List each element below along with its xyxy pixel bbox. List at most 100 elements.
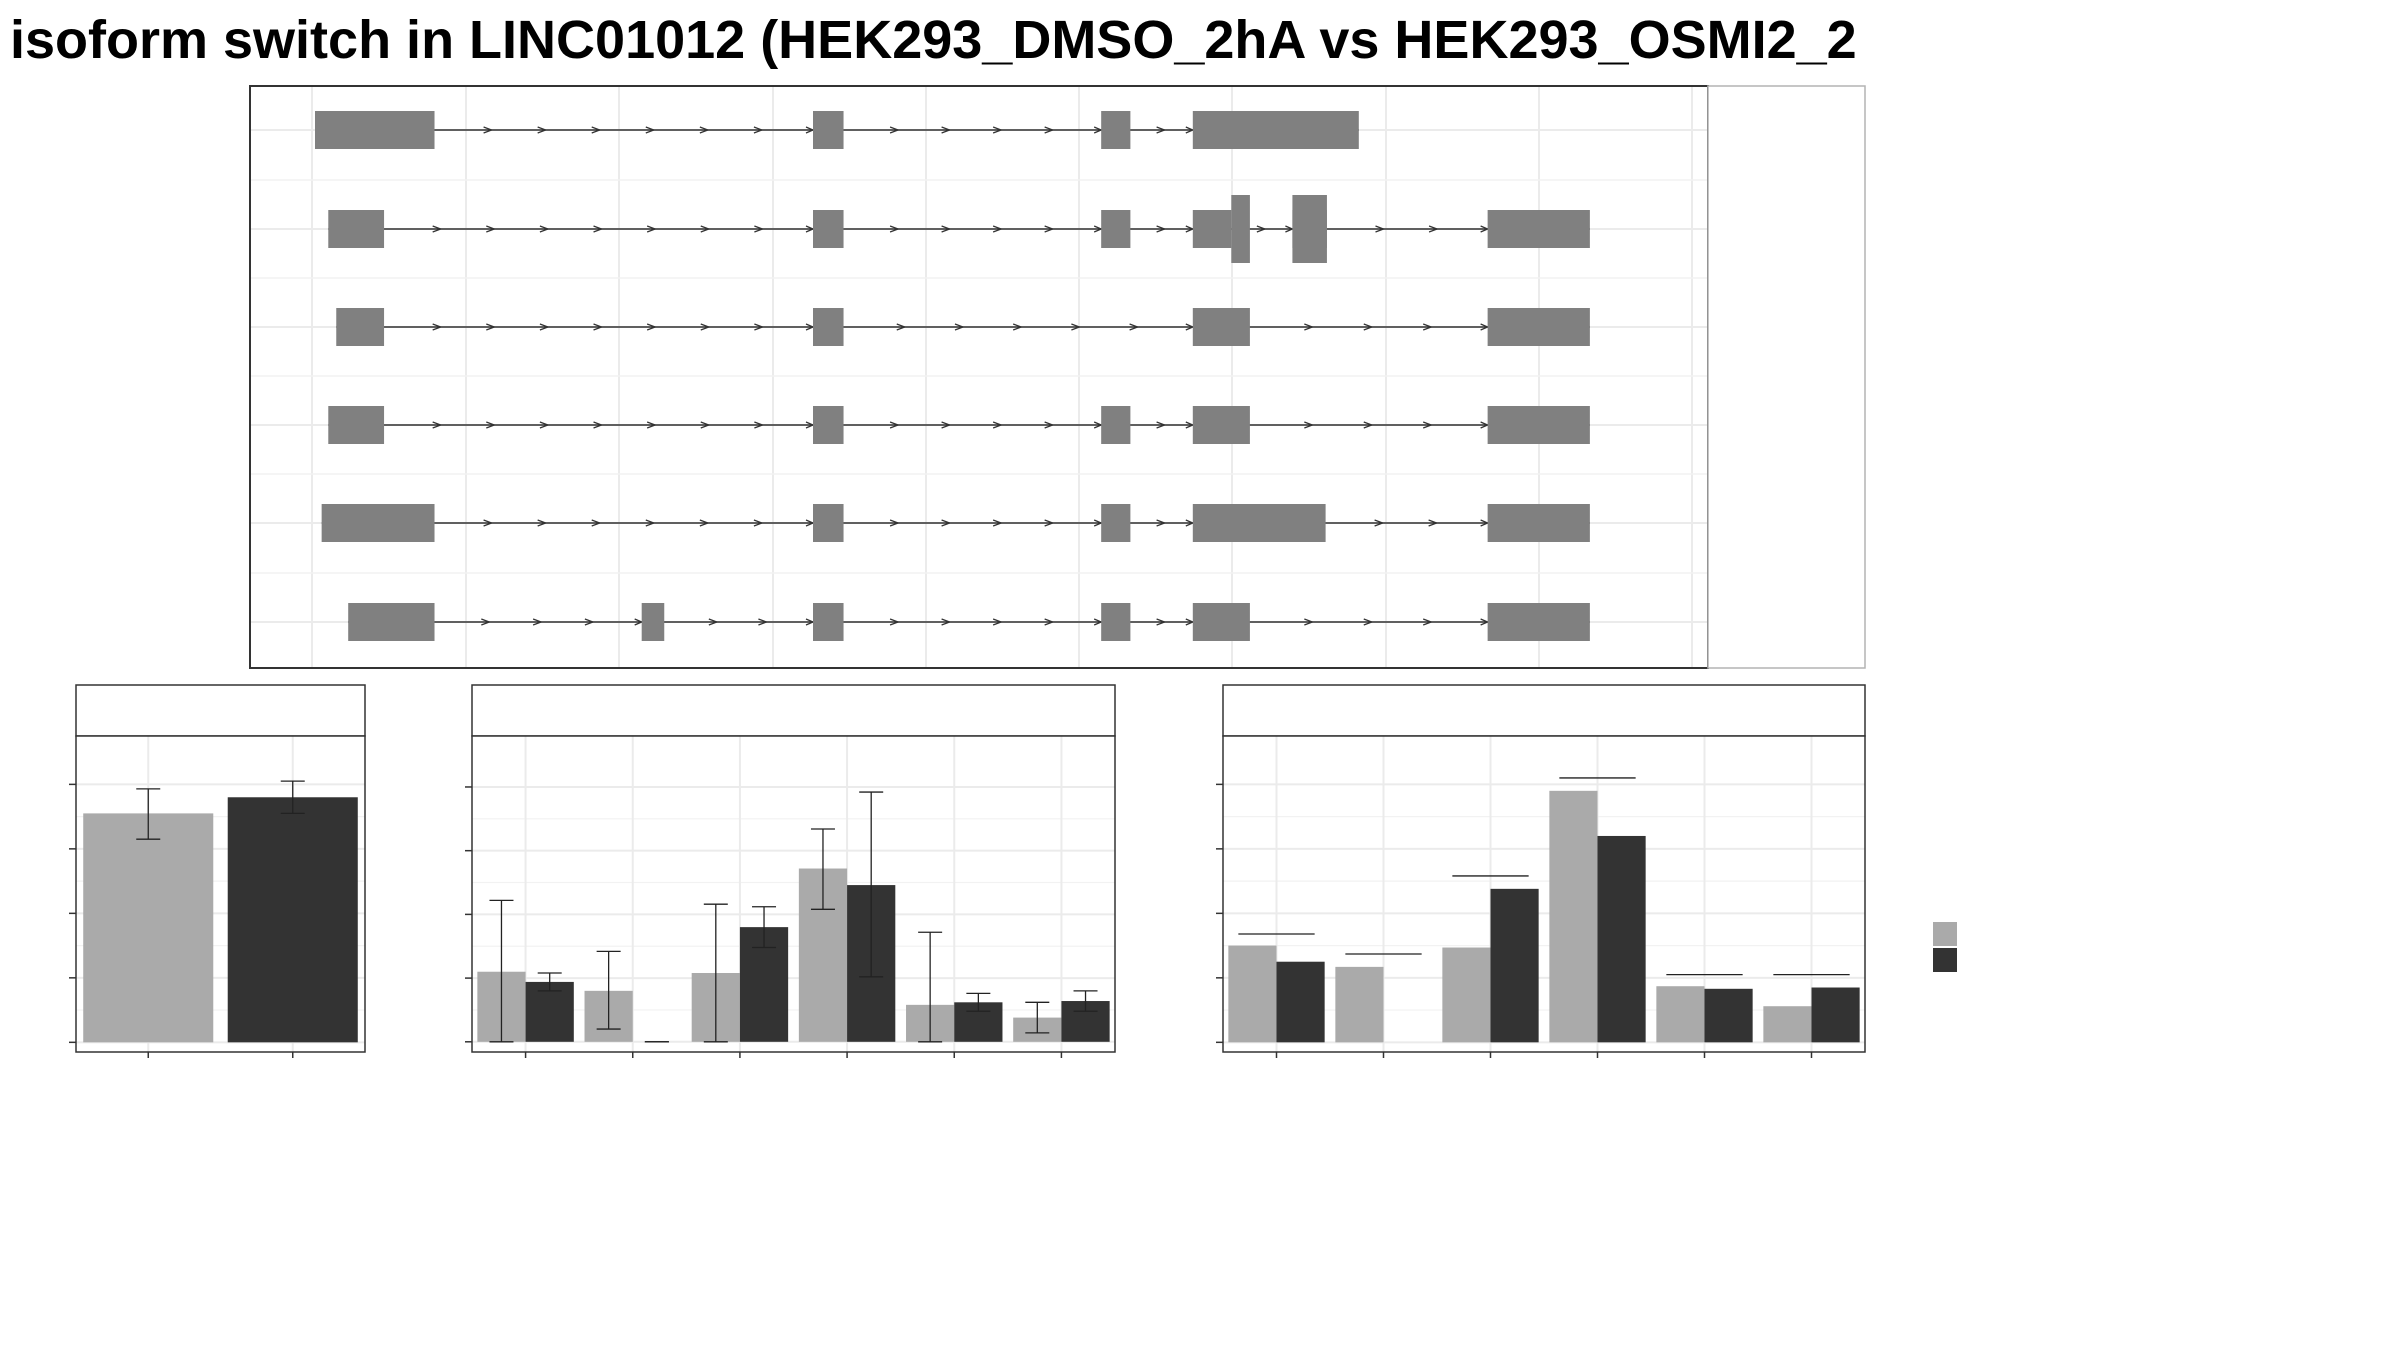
strand-arrow [1304, 421, 1315, 429]
strand-arrow [645, 126, 656, 134]
exon-block [1192, 504, 1326, 542]
strand-arrow [532, 618, 543, 626]
legend-swatch-osmi [1933, 948, 1957, 972]
strand-arrow [954, 323, 965, 331]
bar-dmso [1442, 947, 1491, 1043]
exon-block [1192, 603, 1250, 641]
strand-arrow [941, 618, 952, 626]
strand-arrow [539, 225, 550, 233]
strand-arrow [992, 421, 1003, 429]
exon-block [1192, 210, 1232, 248]
strand-arrow [481, 618, 492, 626]
panel-frame [471, 735, 1116, 1053]
panel-frame [1222, 735, 1866, 1053]
panel-frame [75, 735, 366, 1053]
exon-block [315, 111, 435, 149]
strand-arrow [1156, 126, 1167, 134]
strand-arrow [1480, 225, 1490, 233]
strand-arrow [432, 421, 443, 429]
bar-osmi [1490, 888, 1539, 1043]
strand-arrow [539, 421, 550, 429]
strand-arrow [584, 618, 595, 626]
strand-arrow [992, 519, 1003, 527]
strand-arrow [1071, 323, 1082, 331]
strand-arrow [753, 126, 764, 134]
exon-block [1192, 111, 1359, 149]
strand-arrow [593, 421, 604, 429]
condition-legend [1933, 922, 1957, 972]
strand-arrow [700, 225, 711, 233]
strand-arrow [1428, 519, 1439, 527]
exon-block [1487, 504, 1590, 542]
exon-block [1101, 603, 1131, 641]
strand-arrow [1363, 421, 1374, 429]
strand-arrow [1256, 225, 1267, 233]
strand-arrow [591, 126, 602, 134]
bar-dmso [1763, 1006, 1812, 1043]
strand-arrow [1480, 618, 1490, 626]
exon-block-tall [1292, 195, 1327, 263]
strand-arrow [591, 519, 602, 527]
strand-arrow [1480, 421, 1490, 429]
strand-arrow [432, 323, 443, 331]
exon-block [1519, 210, 1590, 248]
strand-arrow [941, 225, 952, 233]
strand-arrow [1304, 618, 1315, 626]
strand-arrow [889, 421, 900, 429]
strand-arrow [753, 519, 764, 527]
bar-osmi [1704, 988, 1753, 1043]
exon-block [813, 504, 844, 542]
strand-arrow [486, 323, 497, 331]
panel-isoform-usage [1216, 684, 1866, 1058]
strand-arrow [754, 421, 765, 429]
strand-arrow [1156, 421, 1167, 429]
strand-arrow [646, 225, 657, 233]
panel-plot-background [1223, 736, 1865, 1052]
exon-block [1487, 210, 1520, 248]
strand-arrow [758, 618, 769, 626]
strand-arrow [1156, 618, 1167, 626]
strand-arrow [593, 323, 604, 331]
strand-arrow [646, 323, 657, 331]
bar-osmi [1811, 987, 1860, 1043]
strand-arrow [483, 126, 494, 134]
strand-arrow [537, 126, 548, 134]
panel-strip [75, 684, 366, 737]
strand-arrow [889, 618, 900, 626]
strand-arrow [889, 126, 900, 134]
strand-arrow [992, 225, 1003, 233]
strip-box [1707, 85, 1866, 669]
exon-block [1101, 504, 1131, 542]
bar-chart-panels [69, 684, 1866, 1058]
exon-block [1101, 406, 1131, 444]
strand-arrow [1156, 519, 1167, 527]
exon-block [641, 603, 665, 641]
strand-arrow [1129, 323, 1140, 331]
bar-dmso [1656, 986, 1705, 1043]
strand-arrow [992, 618, 1003, 626]
strand-arrow [1363, 323, 1374, 331]
strand-arrow [700, 323, 711, 331]
strand-arrow [1044, 421, 1055, 429]
panel-strip [1222, 684, 1866, 737]
panel-strip [471, 684, 1116, 737]
strand-arrow [889, 519, 900, 527]
strand-arrow [1422, 618, 1434, 626]
strand-arrow [754, 225, 765, 233]
exon-block [813, 308, 844, 346]
strand-arrow [896, 323, 907, 331]
strand-arrow [1304, 323, 1315, 331]
transcript-plot-background [250, 86, 1708, 668]
strand-arrow [1422, 421, 1434, 429]
strand-arrow [699, 126, 710, 134]
exon-block [1192, 308, 1250, 346]
exon-block [348, 603, 435, 641]
exon-block [1101, 111, 1131, 149]
strand-arrow [1375, 225, 1386, 233]
strand-arrow [754, 323, 765, 331]
strand-arrow [700, 421, 711, 429]
bar-dmso [83, 813, 214, 1043]
bar-dmso [1549, 790, 1598, 1043]
bar-dmso [1228, 945, 1277, 1043]
